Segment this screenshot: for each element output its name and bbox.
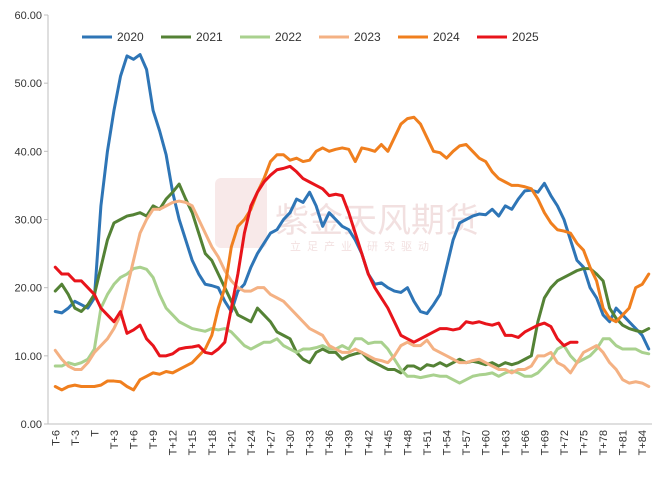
x-tick-label: T+36 [324, 430, 336, 455]
x-tick-label: T+84 [637, 430, 649, 455]
x-tick-label: T+30 [285, 430, 297, 455]
x-tick-label: T+69 [539, 430, 551, 455]
y-tick-label: 30.00 [14, 215, 42, 227]
y-tick-label: 10.00 [14, 351, 42, 363]
x-tick-label: T+15 [187, 430, 199, 455]
x-tick-label: T+75 [579, 430, 591, 455]
series-line [53, 115, 651, 392]
x-tick-label: T [89, 430, 101, 437]
x-tick-label: T+81 [618, 430, 630, 455]
watermark-group: 紫金天风期货 立足产业 研究驱动 [215, 178, 479, 253]
series-line [53, 199, 651, 389]
legend-label: 2024 [433, 30, 460, 44]
y-tick-label: 60.00 [14, 10, 42, 22]
x-tick-label: T+57 [461, 430, 473, 455]
x-tick-label: T+78 [598, 430, 610, 455]
x-tick-label: T+6 [129, 430, 141, 449]
x-tick-label: T+60 [481, 430, 493, 455]
y-tick-label: 20.00 [14, 283, 42, 295]
legend-label: 2025 [512, 30, 539, 44]
x-tick-label: T+24 [246, 430, 258, 455]
x-tick-label: T+72 [559, 430, 571, 455]
legend: 2020 2021 2022 2023 2024 2025 [82, 30, 539, 44]
watermark-logo [215, 178, 267, 248]
series-line [53, 265, 651, 385]
legend-label: 2021 [196, 30, 223, 44]
x-tick-label: T-6 [50, 430, 62, 446]
x-tick-label: T+42 [363, 430, 375, 455]
y-tick-label: 0.00 [21, 419, 42, 431]
x-tick-label: T+66 [520, 430, 532, 455]
x-tick-label: T+54 [442, 430, 454, 455]
legend-label: 2023 [354, 30, 381, 44]
watermark-text: 紫金天风期货 [275, 202, 479, 240]
series-line [53, 182, 651, 375]
legend-label: 2022 [275, 30, 302, 44]
watermark-subtext: 立足产业 研究驱动 [290, 239, 435, 253]
x-tick-label: T+48 [402, 430, 414, 455]
y-tick-label: 50.00 [14, 78, 42, 90]
legend-label: 2020 [117, 30, 144, 44]
x-tick-label: T-3 [70, 430, 82, 446]
x-tick-label: T+9 [148, 430, 160, 449]
series-line [53, 164, 579, 358]
y-tick-label: 40.00 [14, 146, 42, 158]
x-tick-label: T+18 [207, 430, 219, 455]
series-line [53, 53, 651, 351]
x-tick-label: T+39 [344, 430, 356, 455]
x-tick-label: T+27 [265, 430, 277, 455]
x-tick-label: T+12 [168, 430, 180, 455]
x-tick-label: T+45 [383, 430, 395, 455]
x-tick-label: T+33 [305, 430, 317, 455]
x-tick-label: T+21 [226, 430, 238, 455]
x-tick-label: T+51 [422, 430, 434, 455]
x-tick-label: T+63 [500, 430, 512, 455]
x-tick-label: T+3 [109, 430, 121, 449]
